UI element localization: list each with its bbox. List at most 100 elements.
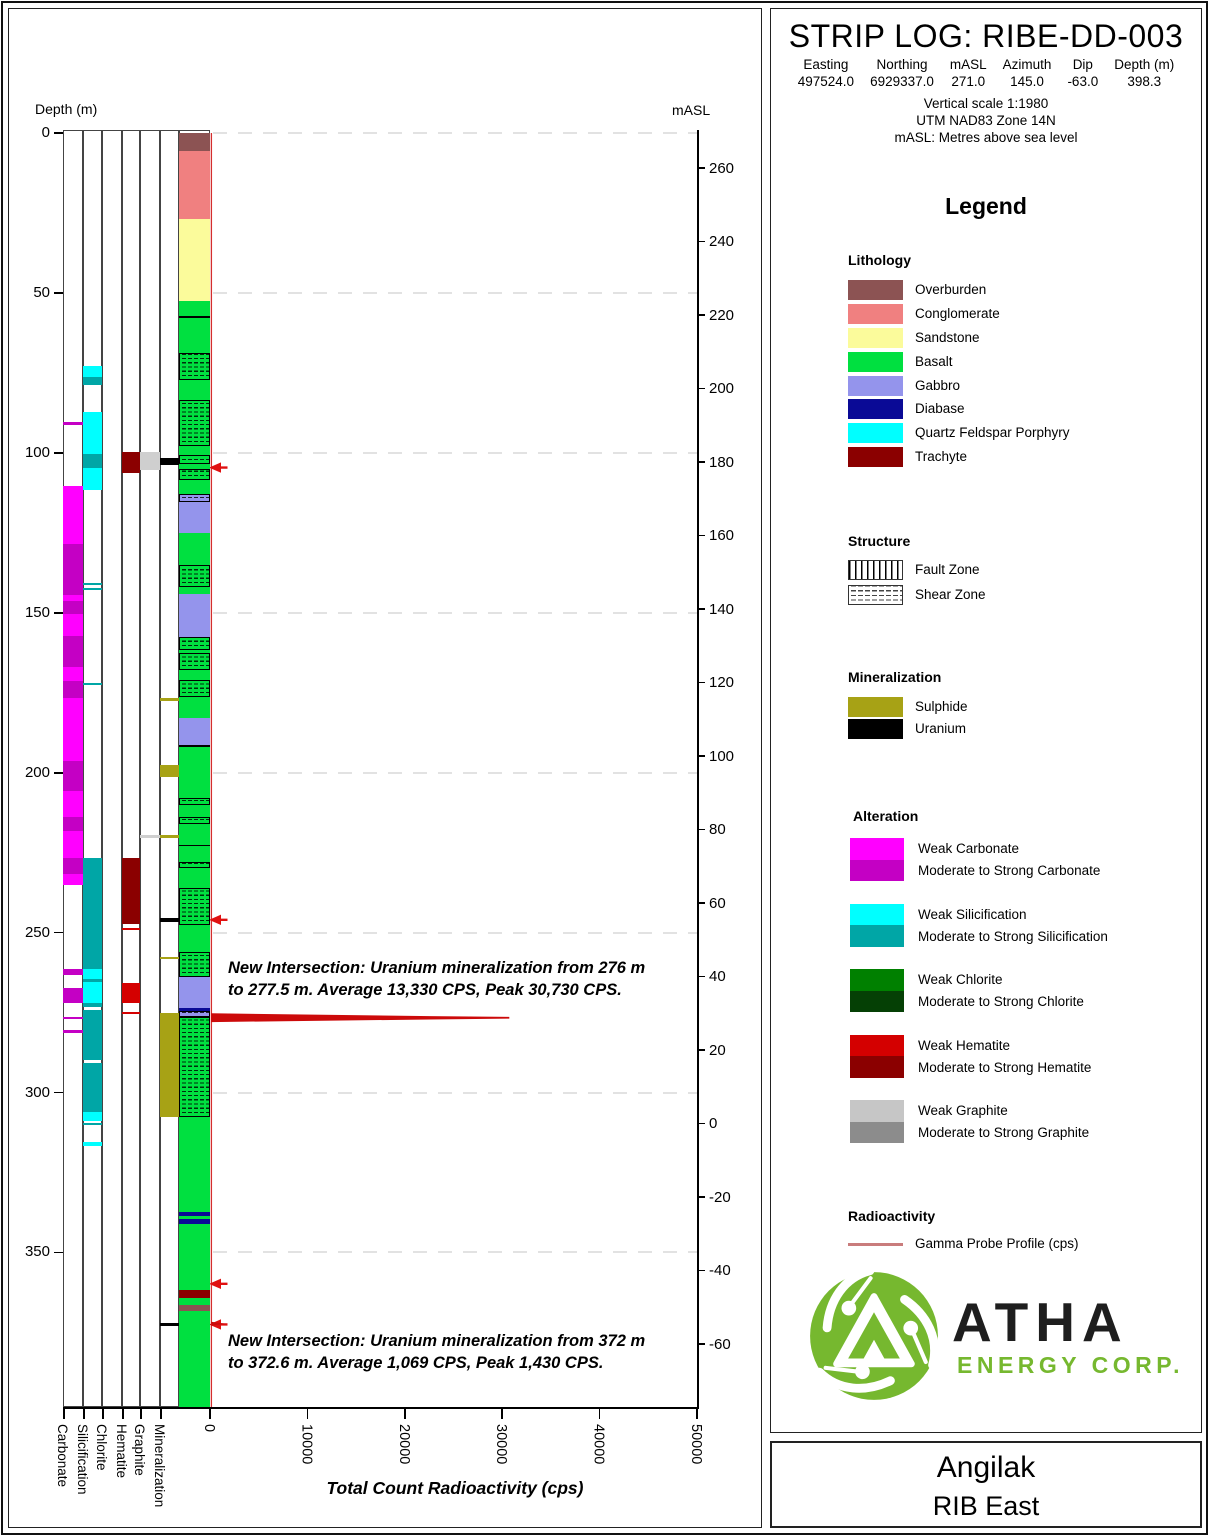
lithology-interval xyxy=(179,977,210,1008)
masl-tick xyxy=(697,975,705,978)
depth-tick xyxy=(54,612,63,614)
weak-swatch xyxy=(850,969,904,991)
masl-tick-label: -20 xyxy=(709,1188,731,1206)
masl-tick-label: 140 xyxy=(709,600,735,618)
lithology-section-title: Lithology xyxy=(848,252,911,268)
strong-swatch xyxy=(850,859,904,881)
gamma-tick-label: 50000 xyxy=(688,1424,704,1465)
masl-tick-label: 180 xyxy=(709,453,735,471)
gamma-axis-title: Total Count Radioactivity (cps) xyxy=(326,1478,584,1498)
lithology-legend-item-label: Trachyte xyxy=(915,449,968,465)
silicification-interval xyxy=(83,587,102,591)
lithology-interval xyxy=(179,862,210,868)
collar-field-value: 271.0 xyxy=(951,74,986,89)
gamma-tick xyxy=(306,1407,309,1419)
silicification-interval xyxy=(83,376,102,386)
depth-tick-label: 50 xyxy=(33,283,50,301)
masl-tick-label: 220 xyxy=(709,306,735,324)
silicification-interval xyxy=(83,857,102,970)
strong-label: Moderate to Strong Hematite xyxy=(918,1059,1092,1075)
lithology-interval xyxy=(179,219,210,301)
lithology-legend-item-label: Gabbro xyxy=(915,377,961,393)
silicification-interval xyxy=(83,1002,102,1007)
carbonate-interval xyxy=(63,791,83,818)
weak-label: Weak Carbonate xyxy=(918,841,1020,856)
gamma-line-label: Gamma Probe Profile (cps) xyxy=(915,1236,1079,1251)
lithology-interval xyxy=(179,1298,210,1305)
masl-tick-label: 120 xyxy=(709,674,735,691)
gamma-tick-label: 30000 xyxy=(493,1424,510,1465)
track-silicification xyxy=(83,130,102,1407)
mineralization-interval xyxy=(160,764,179,778)
lithology-interval xyxy=(179,1311,210,1407)
track-hematite xyxy=(122,130,140,1407)
carbonate-interval xyxy=(63,594,83,601)
masl-tick xyxy=(697,461,705,463)
mineralization-interval xyxy=(160,1323,179,1327)
gamma-tick xyxy=(501,1407,503,1419)
weak-swatch xyxy=(850,1034,904,1056)
lithology-legend-item-label: Conglomerate xyxy=(915,305,1000,321)
masl-tick xyxy=(697,1269,705,1272)
masl-tick xyxy=(697,681,705,684)
silicification-interval xyxy=(83,411,102,455)
column-tick xyxy=(160,1407,162,1419)
legend-title: Legend xyxy=(945,193,1027,219)
lithology-interval xyxy=(179,587,210,594)
log-sheet xyxy=(8,8,762,1528)
lithology-legend-item-swatch xyxy=(848,280,903,300)
silicification-interval xyxy=(83,467,102,490)
lithology-interval xyxy=(179,804,210,818)
weak-label: Weak Silicification xyxy=(918,906,1027,922)
masl-tick xyxy=(697,1122,705,1125)
carbonate-interval xyxy=(63,817,83,832)
collar-field-label: Azimuth xyxy=(1002,57,1052,72)
lithology-interval xyxy=(179,652,210,671)
silicification-interval xyxy=(83,1122,102,1126)
lithology-legend-item-swatch xyxy=(848,327,903,348)
masl-tick-label: 80 xyxy=(709,821,726,838)
lithology-interval xyxy=(179,446,210,455)
lithology-interval xyxy=(179,300,210,354)
mineralization-section-title: Mineralization xyxy=(848,669,942,685)
carbonate-interval xyxy=(63,857,83,875)
gamma-tick xyxy=(696,1407,698,1419)
lithology-interval xyxy=(179,464,210,470)
lithology-interval xyxy=(179,593,210,637)
carbonate-interval xyxy=(63,969,83,975)
depth-tick xyxy=(54,1091,63,1094)
hematite-interval xyxy=(122,1011,140,1015)
lithology-interval xyxy=(179,696,210,718)
collar-field-value: -63.0 xyxy=(1067,74,1099,89)
lithology-interval xyxy=(179,353,210,380)
carbonate-interval xyxy=(63,874,83,885)
weak-label: Weak Hematite xyxy=(918,1037,1011,1053)
structure-legend-item-label: Shear Zone xyxy=(915,587,986,602)
atha-logo-icon xyxy=(810,1268,939,1400)
carbonate-interval xyxy=(63,681,83,698)
depth-gridline xyxy=(63,771,697,774)
atha-subtitle: ENERGY CORP. xyxy=(957,1352,1184,1378)
lithology-legend-item-swatch xyxy=(848,399,903,420)
lithology-interval xyxy=(179,502,210,533)
silicification-interval xyxy=(83,454,102,468)
masl-tick xyxy=(697,167,705,169)
masl-tick xyxy=(697,240,705,243)
lithology-interval xyxy=(179,951,210,978)
lithology-contact-line xyxy=(179,844,210,847)
lithology-legend-item-label: Sandstone xyxy=(915,329,980,345)
lithology-interval xyxy=(179,1211,210,1216)
strong-swatch xyxy=(850,1121,904,1143)
lithology-interval xyxy=(179,1010,210,1018)
masl-tick xyxy=(697,387,705,390)
mineralization-interval xyxy=(160,697,179,702)
depth-tick xyxy=(54,1251,63,1254)
lithology-interval xyxy=(179,150,210,220)
structure-legend-item-swatch xyxy=(848,560,903,580)
lithology-interval xyxy=(179,1216,210,1219)
depth-tick xyxy=(54,771,63,774)
gamma-tick-label: 40000 xyxy=(590,1424,607,1465)
depth-gridline xyxy=(63,291,697,294)
